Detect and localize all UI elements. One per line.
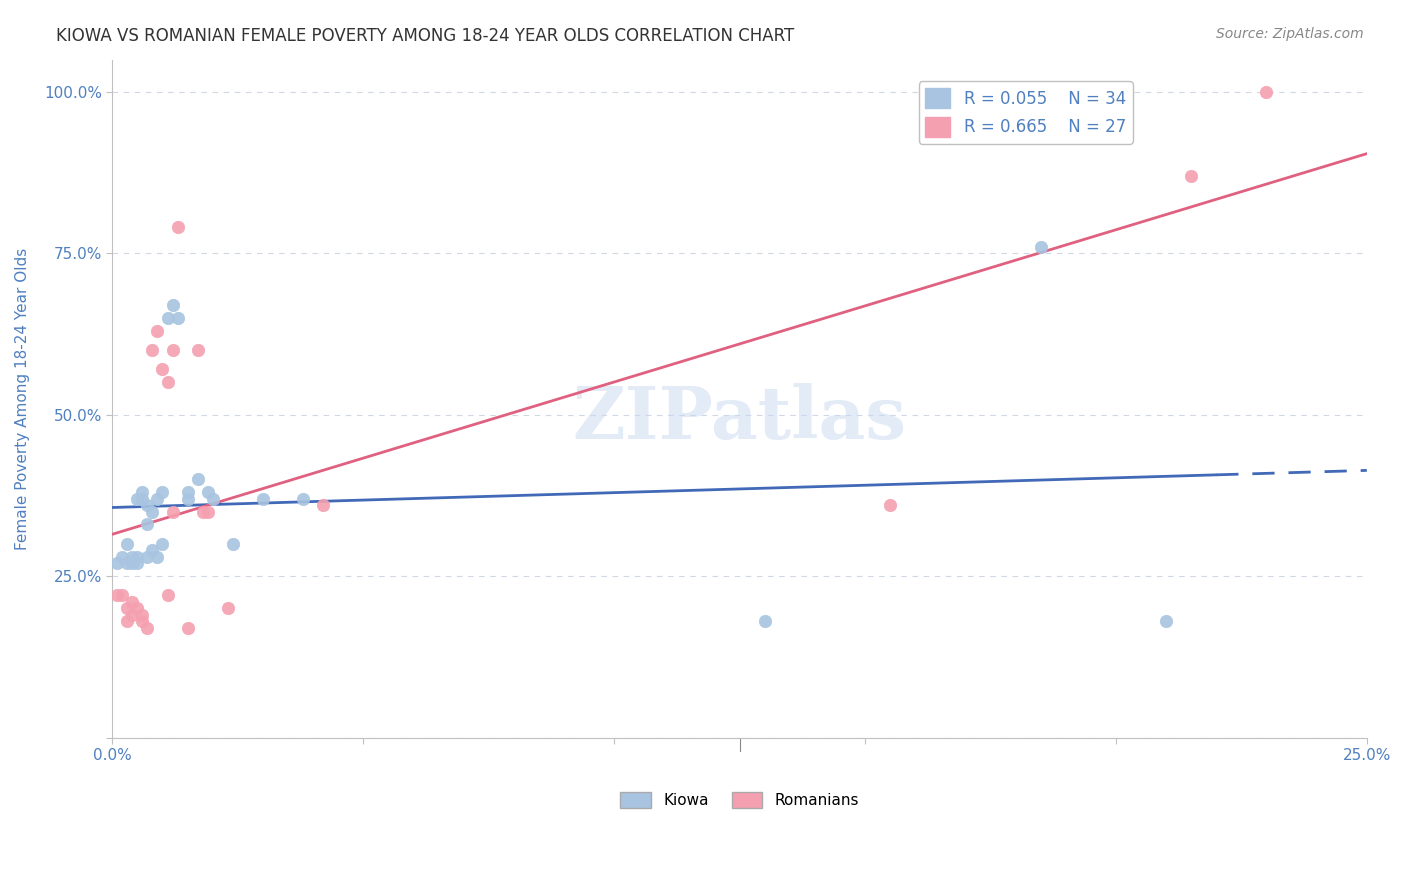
Point <box>105 556 128 570</box>
Point <box>879 498 901 512</box>
Point <box>111 549 134 564</box>
Point <box>156 376 179 390</box>
Point <box>131 615 153 629</box>
Point <box>166 310 188 325</box>
Point <box>136 549 159 564</box>
Point <box>146 491 169 506</box>
Point <box>1180 169 1202 183</box>
Point <box>117 601 139 615</box>
Point <box>141 543 163 558</box>
Point <box>754 615 776 629</box>
Point <box>166 220 188 235</box>
Point <box>117 537 139 551</box>
Point <box>136 517 159 532</box>
Point <box>141 504 163 518</box>
Point <box>136 621 159 635</box>
Point <box>162 343 184 358</box>
Point <box>127 556 149 570</box>
Point <box>176 485 198 500</box>
Point <box>217 601 239 615</box>
Point <box>1154 615 1177 629</box>
Point <box>162 504 184 518</box>
Point <box>197 504 219 518</box>
Point <box>117 615 139 629</box>
Point <box>127 491 149 506</box>
Point <box>121 607 143 622</box>
Point <box>291 491 314 506</box>
Point <box>131 607 153 622</box>
Point <box>111 589 134 603</box>
Y-axis label: Female Poverty Among 18-24 Year Olds: Female Poverty Among 18-24 Year Olds <box>15 247 30 549</box>
Point <box>252 491 274 506</box>
Point <box>152 485 174 500</box>
Point <box>127 601 149 615</box>
Point <box>152 362 174 376</box>
Text: KIOWA VS ROMANIAN FEMALE POVERTY AMONG 18-24 YEAR OLDS CORRELATION CHART: KIOWA VS ROMANIAN FEMALE POVERTY AMONG 1… <box>56 27 794 45</box>
Point <box>187 343 209 358</box>
Point <box>136 498 159 512</box>
Point <box>1029 240 1052 254</box>
Point <box>312 498 335 512</box>
Point <box>222 537 245 551</box>
Point <box>105 589 128 603</box>
Point <box>141 343 163 358</box>
Point <box>127 549 149 564</box>
Text: Source: ZipAtlas.com: Source: ZipAtlas.com <box>1216 27 1364 41</box>
Point <box>1256 85 1278 99</box>
Point <box>176 491 198 506</box>
Point <box>121 549 143 564</box>
Point <box>176 621 198 635</box>
Point <box>156 310 179 325</box>
Point <box>191 504 214 518</box>
Point <box>117 556 139 570</box>
Point <box>187 472 209 486</box>
Point <box>152 537 174 551</box>
Point <box>146 549 169 564</box>
Point <box>121 556 143 570</box>
Point <box>146 324 169 338</box>
Point <box>131 485 153 500</box>
Point <box>197 485 219 500</box>
Point <box>162 298 184 312</box>
Point <box>131 491 153 506</box>
Point <box>121 595 143 609</box>
Point <box>156 589 179 603</box>
Point <box>201 491 224 506</box>
Legend: Kiowa, Romanians: Kiowa, Romanians <box>614 786 865 814</box>
Text: ZIPatlas: ZIPatlas <box>572 384 907 454</box>
